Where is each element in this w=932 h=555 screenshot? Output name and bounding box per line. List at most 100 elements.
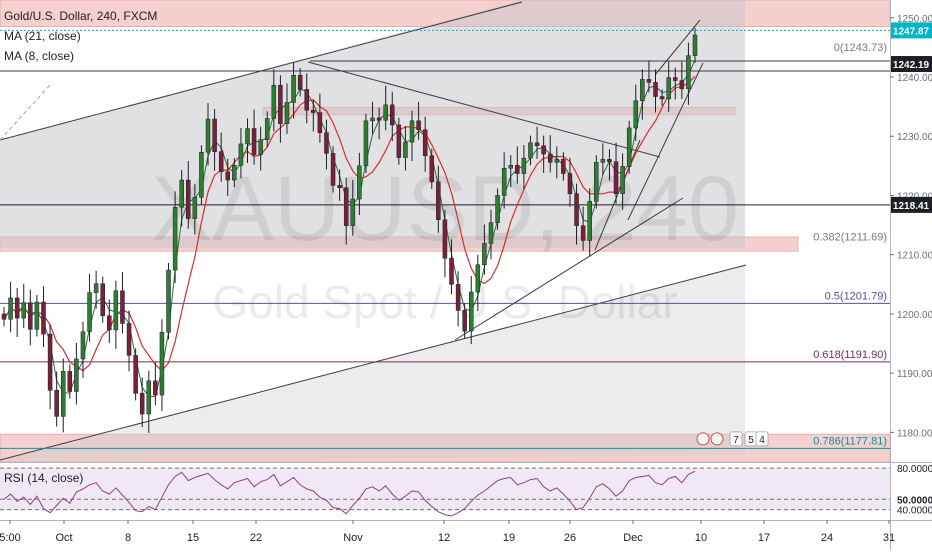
candle-body [238, 143, 244, 166]
candle-body [633, 100, 639, 129]
price-tick-label: 1230.00 [897, 132, 932, 143]
candle-body [547, 153, 553, 163]
candle-body [41, 301, 46, 335]
time-tick-label: 8 [125, 532, 131, 544]
candle-body [521, 157, 527, 174]
candle-body [278, 85, 283, 125]
watermark-name: Gold Spot / U.S. Dollar [212, 276, 677, 328]
ma-8-line [3, 59, 696, 398]
candle-body [403, 141, 408, 158]
event-marker-count: 5 [748, 435, 754, 446]
candle-body [449, 257, 454, 285]
time-tick-label: 17 [758, 532, 770, 544]
candle-body [482, 243, 487, 266]
time-tick-label: 24 [821, 532, 833, 544]
candle-body [245, 128, 250, 145]
candle-body [199, 151, 204, 198]
candle-body [390, 104, 395, 126]
chart-legend: Gold/U.S. Dollar, 240, FXCM MA (21, clos… [4, 9, 157, 63]
candle-body [8, 297, 13, 320]
candle-body [337, 185, 342, 189]
trend-line [454, 197, 684, 341]
candle-body [659, 96, 665, 100]
event-flag-icon[interactable] [696, 432, 710, 446]
time-tick-label: 12 [438, 532, 450, 544]
candle-body [80, 331, 86, 360]
rsi-line [3, 470, 696, 517]
price-tick-label: 1210.00 [897, 251, 932, 262]
candle-body [28, 302, 33, 330]
candle-body [172, 207, 178, 271]
candle-body [567, 173, 573, 194]
indicator-ma21-label[interactable]: MA (21, close) [4, 29, 81, 43]
price-axis-background [890, 0, 932, 550]
fib-level-label: 0(1243.73) [834, 42, 887, 54]
candle-body [21, 302, 26, 319]
candle-body [640, 79, 645, 101]
candle-body [343, 187, 349, 226]
fib-level-label: 0.382(1211.69) [813, 232, 887, 244]
candle-body [225, 171, 231, 181]
candle-body [653, 82, 658, 97]
chart-title[interactable]: Gold/U.S. Dollar, 240, FXCM [4, 9, 157, 23]
candle-body [14, 297, 20, 319]
candle-body [442, 219, 448, 259]
candle-body [192, 196, 198, 219]
candle-body [166, 269, 171, 333]
candle-body [271, 85, 277, 119]
candle-body [113, 290, 119, 331]
candle-body [455, 284, 461, 311]
trend-line [0, 264, 747, 461]
rsi-tick-label: 40.0000 [897, 506, 932, 517]
candle-body [468, 291, 474, 332]
price-tick-label: 1240.00 [897, 73, 932, 84]
candle-body [673, 77, 678, 81]
candle-body [416, 120, 421, 130]
candle-body [93, 283, 99, 293]
price-tick-label: 1200.00 [897, 310, 932, 321]
candle-body [370, 117, 375, 122]
event-marker[interactable] [729, 431, 743, 447]
candles-layer [1, 27, 698, 433]
candle-body [311, 109, 316, 113]
indicator-ma8-label[interactable]: MA (8, close) [4, 49, 74, 63]
time-tick-label: 5:00 [0, 532, 21, 544]
rsi-label[interactable]: RSI (14, close) [4, 471, 83, 485]
candle-body [534, 142, 540, 146]
candle-body [363, 120, 369, 167]
rsi-band [0, 468, 890, 510]
candle-body [60, 371, 66, 417]
event-flag-icon[interactable] [710, 432, 724, 446]
candle-body [139, 393, 145, 415]
candle-body [607, 159, 612, 162]
event-marker[interactable] [755, 431, 769, 447]
candle-body [462, 310, 467, 332]
trend-line [627, 62, 704, 221]
candle-body [218, 151, 224, 173]
candle-body [146, 380, 152, 415]
trend-line [654, 19, 701, 76]
candle-body [258, 139, 263, 155]
candle-body [646, 79, 652, 83]
candle-body [528, 142, 533, 159]
time-axis[interactable]: 5:00 Oct 8 15 22 Nov 12 19 26 Dec 10 17 24 31 [0, 520, 895, 544]
candle-body [120, 290, 125, 324]
candle-body [488, 222, 494, 244]
candle-body [396, 124, 402, 158]
fib-level-label: 0.5(1201.79) [825, 290, 887, 302]
rsi-tick-label: 50.0000 [897, 495, 932, 506]
candle-body [126, 323, 132, 356]
candle-body [54, 390, 59, 417]
price-label-box [891, 196, 932, 213]
candle-body [541, 145, 546, 155]
candle-body [429, 155, 435, 183]
price-label-text: 1247.87 [893, 26, 930, 37]
candle-body [495, 195, 500, 223]
candle-body [1, 313, 7, 320]
candle-body [47, 333, 53, 391]
trend-line-dashed [0, 84, 51, 141]
fib-level-label: 0.618(1191.90) [813, 349, 887, 361]
